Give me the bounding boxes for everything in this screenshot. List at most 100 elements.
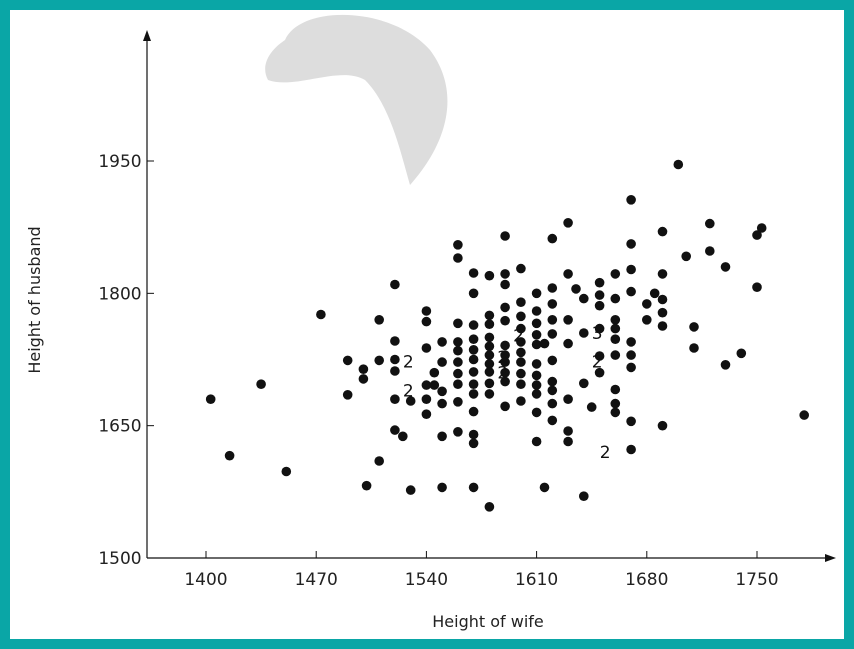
data-point <box>547 398 558 409</box>
y-tick-label: 1800 <box>98 284 141 304</box>
data-point <box>390 336 400 346</box>
data-point <box>281 466 292 477</box>
data-point <box>516 396 526 406</box>
data-point <box>484 350 495 360</box>
data-point <box>531 359 542 369</box>
data-point <box>799 410 809 420</box>
data-point <box>531 306 542 316</box>
data-point <box>500 269 510 279</box>
data-point <box>539 482 550 493</box>
data-point <box>468 429 479 440</box>
data-point <box>547 329 558 339</box>
data-point <box>531 339 542 350</box>
data-point <box>390 366 400 376</box>
data-point <box>500 357 510 367</box>
data-point <box>374 456 385 466</box>
duplicate-count-label: 2 <box>592 352 603 372</box>
data-point <box>453 397 463 407</box>
data-point <box>342 355 353 366</box>
data-point <box>657 307 668 318</box>
y-tick-label: 1650 <box>98 417 141 437</box>
data-point <box>398 431 408 442</box>
duplicate-count-label: 2 <box>600 443 611 463</box>
y-axis-arrow <box>143 30 151 41</box>
y-axis-title: Height of husband <box>25 226 44 373</box>
data-point <box>626 286 636 297</box>
data-point <box>579 491 589 502</box>
data-point <box>453 318 463 329</box>
data-point <box>657 294 668 305</box>
x-tick-label: 1610 <box>515 570 558 590</box>
data-point <box>437 431 447 442</box>
data-point <box>531 288 542 299</box>
duplicate-count-label: 2 <box>403 352 414 372</box>
data-point <box>453 337 463 347</box>
data-point <box>437 398 447 409</box>
data-point <box>468 354 479 365</box>
data-point <box>374 355 385 366</box>
data-point <box>594 300 605 311</box>
data-point <box>468 345 479 355</box>
data-point <box>516 368 526 379</box>
data-point <box>516 311 526 322</box>
data-point <box>610 269 621 279</box>
scatter-plot: 1400 1470 1540 1610 1680 1750 1500 1650 1800 1950… <box>25 14 836 631</box>
duplicate-count-label: 3 <box>592 324 603 344</box>
data-point <box>547 315 558 325</box>
data-point <box>610 350 621 360</box>
data-point <box>500 376 510 387</box>
data-point <box>500 401 510 412</box>
data-point <box>586 402 597 412</box>
data-point <box>579 328 589 338</box>
data-point <box>705 218 715 229</box>
data-point <box>500 302 510 313</box>
data-point <box>547 355 558 366</box>
data-point <box>594 277 605 288</box>
data-point <box>358 374 369 384</box>
data-point <box>649 288 660 299</box>
duplicate-count-label: 2 <box>497 348 508 368</box>
data-point <box>531 380 542 390</box>
data-point <box>531 318 542 329</box>
x-tick-label: 1540 <box>405 570 448 590</box>
data-point <box>453 379 463 390</box>
data-point <box>484 310 495 321</box>
data-point <box>626 239 636 249</box>
data-point <box>531 330 542 340</box>
data-point <box>626 362 636 373</box>
data-point <box>484 378 495 389</box>
data-point <box>531 389 542 399</box>
data-point <box>390 354 400 365</box>
data-point <box>405 485 416 495</box>
data-point <box>563 426 573 436</box>
data-point <box>516 323 526 334</box>
data-point <box>594 351 605 361</box>
duplicate-count-label: 2 <box>403 381 414 401</box>
data-point <box>468 389 479 399</box>
data-point <box>610 384 621 395</box>
data-point <box>563 436 573 447</box>
data-point <box>756 223 767 233</box>
data-point <box>610 398 621 409</box>
data-point <box>516 337 526 347</box>
data-point <box>579 378 589 389</box>
data-point <box>374 315 385 325</box>
data-point <box>500 340 510 351</box>
data-point <box>516 379 526 390</box>
data-point <box>689 343 699 353</box>
data-point <box>626 264 636 275</box>
duplicate-count-label: 2 <box>497 364 508 384</box>
data-point <box>610 315 621 325</box>
data-point <box>563 218 573 228</box>
data-point <box>453 368 463 379</box>
data-point <box>390 425 400 435</box>
watermark-shape <box>265 14 448 185</box>
data-point <box>516 347 526 358</box>
chart-frame: 1400 1470 1540 1610 1680 1750 1500 1650 1800 1950… <box>10 10 844 639</box>
data-point <box>453 427 463 437</box>
data-point <box>594 323 605 334</box>
x-axis-arrow <box>825 554 836 562</box>
data-point <box>500 315 510 326</box>
data-point <box>720 360 731 370</box>
data-point <box>484 389 495 399</box>
